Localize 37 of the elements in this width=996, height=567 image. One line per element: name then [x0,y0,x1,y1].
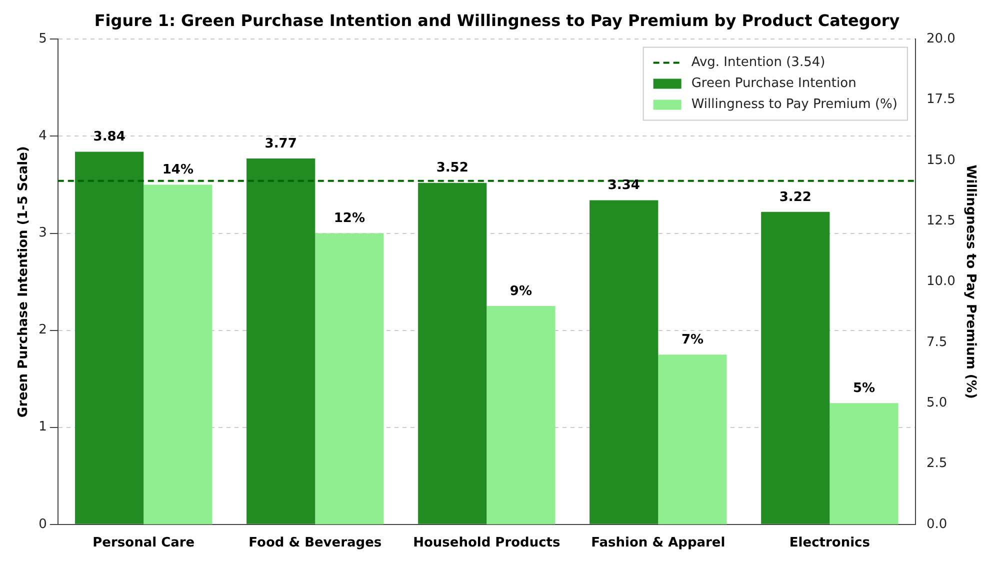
x-tick-label: Household Products [413,536,561,551]
data-label: 3.52 [436,160,468,176]
y2-tick-label: 17.5 [926,92,956,108]
data-label: 7% [681,332,704,348]
y2-tick-label: 0.0 [926,516,948,532]
x-tick-label: Electronics [789,536,870,551]
bar [761,212,830,524]
y-tick-label: 0 [38,516,47,532]
data-label: 3.22 [779,190,812,205]
legend-label: Green Purchase Intention [691,76,856,92]
data-label: 9% [510,284,532,299]
y-axis-title: Green Purchase Intention (1-5 Scale) [16,146,32,418]
y-tick-label: 2 [38,322,47,338]
y-tick-label: 3 [38,226,47,241]
data-label: 3.34 [608,178,640,194]
data-label: 5% [852,380,876,396]
chart-title: Figure 1: Green Purchase Intention and Willingness to Pay Premium by Product Category [94,10,900,30]
legend-label: Willingness to Pay Premium (%) [691,97,898,112]
y-tick-label: 1 [38,420,47,435]
x-tick-label: Food & Beverages [248,536,382,551]
y2-tick-label: 10.0 [926,274,956,290]
y2-tick-label: 20.0 [926,32,956,47]
data-label: 3.77 [264,136,297,152]
data-label: 3.84 [93,130,126,145]
x-tick-label: Fashion & Apparel [591,536,726,551]
y2-tick-label: 2.5 [926,456,948,472]
y2-tick-label: 5.0 [926,395,948,410]
data-label: 14% [162,162,194,178]
y2-tick-label: 7.5 [926,334,948,350]
y2-tick-label: 15.0 [926,152,956,168]
legend-label: Avg. Intention (3.54) [691,55,826,70]
x-tick-label: Personal Care [92,536,195,551]
y2-axis-title: Willingness to Pay Premium (%) [962,164,978,399]
y-tick-label: 4 [38,128,47,144]
y2-tick-label: 12.5 [926,214,956,229]
y-tick-label: 5 [38,32,47,47]
data-label: 12% [334,211,366,226]
